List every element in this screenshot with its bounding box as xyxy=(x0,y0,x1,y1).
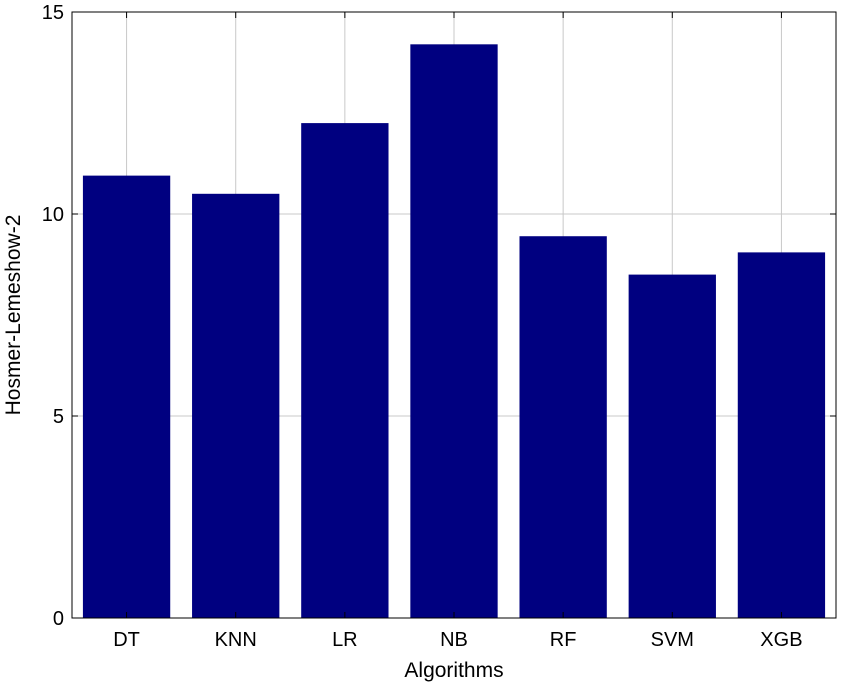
bar-lr xyxy=(301,123,389,618)
y-tick-label: 5 xyxy=(53,406,64,428)
bar-nb xyxy=(410,44,498,618)
y-tick-label: 10 xyxy=(42,204,64,226)
x-tick-labels: DT KNN LR NB RF SVM XGB xyxy=(113,629,802,651)
x-tick-label: KNN xyxy=(215,629,257,651)
bar-dt xyxy=(82,175,171,618)
x-tick-label: LR xyxy=(332,629,358,651)
bar-svm xyxy=(628,274,716,618)
axis-ticks xyxy=(72,11,836,619)
x-tick-label: SVM xyxy=(651,629,694,651)
bar-xgb xyxy=(737,252,826,618)
x-axis-label: Algorithms xyxy=(404,659,503,682)
x-tick-label: DT xyxy=(113,629,140,651)
y-tick-label: 0 xyxy=(53,608,64,630)
x-tick-label: XGB xyxy=(760,629,802,651)
x-tick-label: NB xyxy=(440,629,468,651)
y-tick-label: 15 xyxy=(42,2,64,24)
y-axis-label: Hosmer-Lemeshow-2 xyxy=(2,215,25,416)
y-tick-labels: 0 5 10 15 xyxy=(42,2,64,630)
bar-rf xyxy=(519,236,607,618)
bars xyxy=(82,44,826,619)
bar-knn xyxy=(192,193,280,619)
x-tick-label: RF xyxy=(550,629,577,651)
